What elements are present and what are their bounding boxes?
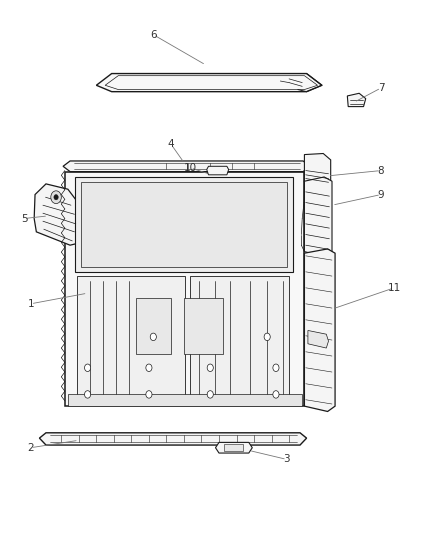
Circle shape bbox=[273, 364, 279, 372]
Circle shape bbox=[207, 364, 213, 372]
Polygon shape bbox=[96, 74, 322, 92]
Text: 7: 7 bbox=[378, 83, 385, 93]
Polygon shape bbox=[304, 177, 332, 257]
Polygon shape bbox=[184, 298, 223, 354]
Circle shape bbox=[85, 364, 91, 372]
Circle shape bbox=[273, 391, 279, 398]
Circle shape bbox=[51, 191, 61, 204]
Text: 1: 1 bbox=[27, 299, 34, 309]
Polygon shape bbox=[75, 177, 293, 272]
Polygon shape bbox=[190, 276, 289, 402]
Polygon shape bbox=[215, 442, 252, 453]
Polygon shape bbox=[65, 172, 304, 406]
Polygon shape bbox=[39, 433, 307, 445]
Polygon shape bbox=[77, 276, 185, 402]
Polygon shape bbox=[308, 330, 328, 348]
Polygon shape bbox=[68, 394, 302, 406]
Text: 2: 2 bbox=[27, 443, 34, 453]
Circle shape bbox=[146, 364, 152, 372]
Text: 8: 8 bbox=[378, 166, 385, 175]
Text: 6: 6 bbox=[150, 30, 157, 39]
Polygon shape bbox=[63, 161, 310, 172]
Polygon shape bbox=[224, 444, 243, 451]
Text: 10: 10 bbox=[184, 163, 197, 173]
Polygon shape bbox=[347, 93, 366, 107]
Circle shape bbox=[264, 333, 270, 341]
Polygon shape bbox=[34, 184, 85, 245]
Text: 5: 5 bbox=[21, 214, 28, 223]
Polygon shape bbox=[304, 154, 331, 188]
Polygon shape bbox=[136, 298, 171, 354]
Text: 11: 11 bbox=[388, 283, 401, 293]
Circle shape bbox=[146, 391, 152, 398]
Circle shape bbox=[207, 391, 213, 398]
Text: 3: 3 bbox=[283, 455, 290, 464]
Polygon shape bbox=[304, 249, 335, 411]
Circle shape bbox=[85, 391, 91, 398]
Polygon shape bbox=[81, 182, 287, 266]
Circle shape bbox=[150, 333, 156, 341]
Text: 4: 4 bbox=[167, 139, 174, 149]
Polygon shape bbox=[207, 166, 229, 175]
Text: 9: 9 bbox=[378, 190, 385, 199]
Circle shape bbox=[54, 195, 58, 200]
